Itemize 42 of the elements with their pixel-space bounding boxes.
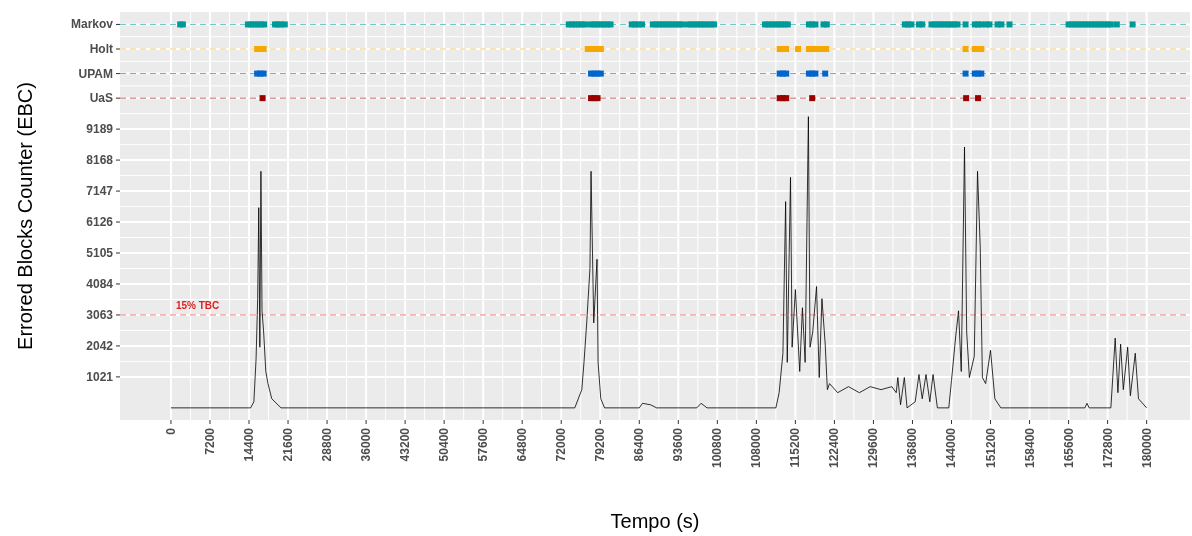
y-tick-label: UaS — [89, 91, 113, 106]
x-axis-title: Tempo (s) — [610, 510, 700, 532]
x-tick-label: 100800 — [710, 427, 725, 469]
y-tick-label: Holt — [89, 42, 113, 57]
x-tick-label: 28800 — [320, 427, 335, 462]
x-tick-label: 0 — [163, 427, 178, 435]
x-tick-label: 57600 — [476, 427, 491, 462]
x-tick-label: 14400 — [242, 427, 257, 462]
x-tick-label: 115200 — [788, 427, 803, 468]
y-axis-title: Errored Blocks Counter (EBC) — [14, 82, 36, 350]
x-tick-label: 136800 — [905, 427, 920, 469]
x-tick-label: 165600 — [1061, 427, 1076, 469]
x-tick-label: 180000 — [1139, 427, 1154, 469]
y-tick-label: 4084 — [86, 276, 114, 291]
x-tick-label: 93600 — [671, 427, 686, 462]
y-tick-label: 3063 — [86, 307, 114, 322]
x-tick-label: 129600 — [866, 427, 881, 469]
x-tick-label: 172800 — [1100, 427, 1115, 469]
x-tick-label: 86400 — [632, 427, 647, 462]
y-tick-label: Markov — [70, 17, 114, 32]
x-tick-label: 7200 — [202, 427, 217, 455]
x-tick-label: 79200 — [593, 427, 608, 462]
y-tick-label: UPAM — [78, 66, 113, 81]
y-tick-label: 7147 — [86, 184, 114, 199]
x-tick-label: 122400 — [827, 427, 842, 469]
y-tick-label: 1021 — [86, 369, 114, 384]
x-tick-label: 36000 — [359, 427, 374, 462]
x-tick-label: 108000 — [749, 427, 764, 469]
x-tick-label: 43200 — [398, 427, 413, 462]
y-tick-label: 8168 — [86, 153, 114, 168]
y-tick-label: 6126 — [86, 215, 114, 230]
x-tick-label: 158400 — [1022, 427, 1037, 469]
y-tick-label: 5105 — [86, 246, 114, 261]
x-tick-label: 144000 — [944, 427, 959, 469]
ref-line-label: 15% TBC — [175, 299, 220, 311]
y-tick-label: 2042 — [86, 338, 114, 353]
x-tick-label: 50400 — [437, 427, 452, 462]
x-tick-label: 72000 — [554, 427, 569, 462]
x-tick-label: 21600 — [281, 427, 296, 462]
x-tick-label: 64800 — [515, 427, 530, 462]
y-tick-label: 9189 — [86, 122, 114, 137]
x-tick-label: 151200 — [983, 427, 998, 469]
